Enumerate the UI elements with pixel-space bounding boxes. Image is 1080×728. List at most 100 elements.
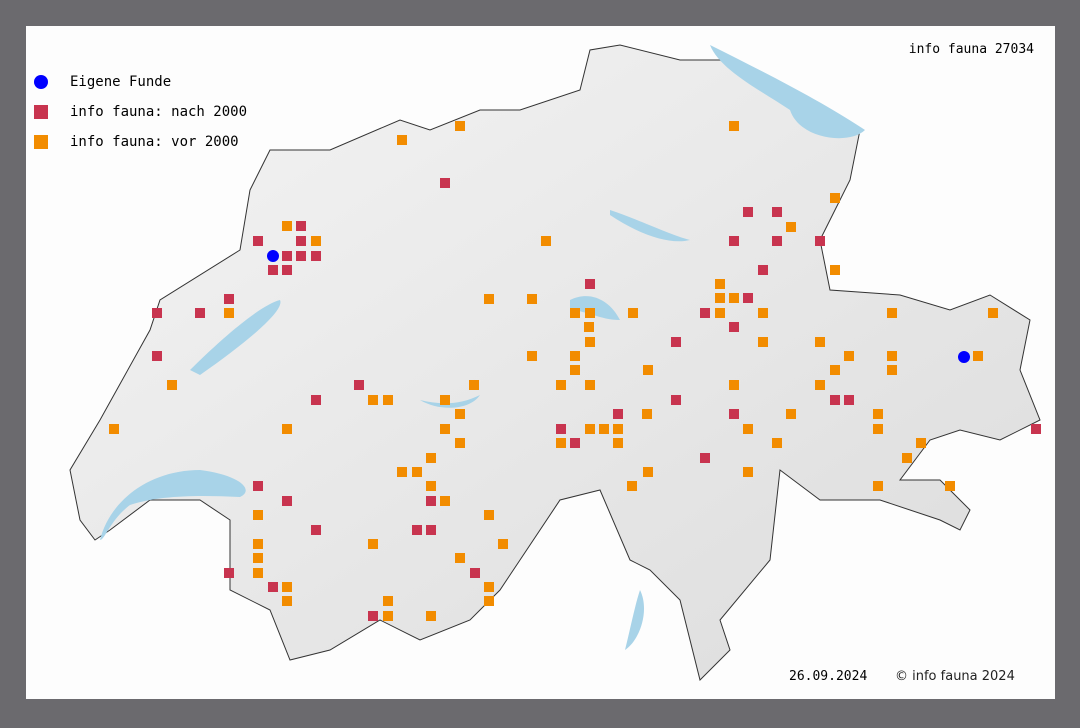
record-before-2000 [412,467,422,477]
lake-zurich [610,210,690,242]
legend-item-after-2000: info fauna: nach 2000 [34,104,247,120]
record-before-2000 [585,380,595,390]
record-before-2000 [613,424,623,434]
record-before-2000 [541,236,551,246]
record-before-2000 [743,424,753,434]
record-before-2000 [786,409,796,419]
legend-label: info fauna: nach 2000 [70,104,248,120]
record-after-2000 [224,294,234,304]
record-before-2000 [873,409,883,419]
record-before-2000 [902,453,912,463]
record-after-2000 [1031,424,1041,434]
record-before-2000 [815,337,825,347]
record-after-2000 [152,351,162,361]
record-before-2000 [455,438,465,448]
record-after-2000 [152,308,162,318]
record-before-2000 [484,582,494,592]
record-before-2000 [743,467,753,477]
lake-thun [420,395,480,408]
record-after-2000 [282,265,292,275]
orange-square-icon [34,135,48,149]
record-after-2000 [729,236,739,246]
record-before-2000 [469,380,479,390]
record-after-2000 [671,395,681,405]
legend-label: info fauna: vor 2000 [70,134,239,150]
record-after-2000 [743,293,753,303]
record-before-2000 [729,380,739,390]
own-record [267,250,279,262]
record-before-2000 [627,481,637,491]
record-before-2000 [815,380,825,390]
record-after-2000 [282,496,292,506]
record-after-2000 [282,251,292,261]
record-after-2000 [743,207,753,217]
record-after-2000 [585,279,595,289]
record-before-2000 [599,424,609,434]
record-before-2000 [556,438,566,448]
record-before-2000 [253,510,263,520]
record-before-2000 [109,424,119,434]
record-before-2000 [253,553,263,563]
record-after-2000 [815,236,825,246]
record-after-2000 [311,251,321,261]
record-after-2000 [412,525,422,535]
record-after-2000 [556,424,566,434]
record-before-2000 [397,135,407,145]
record-before-2000 [455,409,465,419]
record-before-2000 [455,553,465,563]
record-before-2000 [887,351,897,361]
lake-geneva [100,470,246,540]
record-before-2000 [383,611,393,621]
record-after-2000 [671,337,681,347]
red-square-icon [34,105,48,119]
record-before-2000 [715,279,725,289]
record-before-2000 [224,308,234,318]
record-after-2000 [700,453,710,463]
record-after-2000 [729,409,739,419]
own-record [958,351,970,363]
record-before-2000 [613,438,623,448]
record-before-2000 [426,481,436,491]
record-after-2000 [195,308,205,318]
record-before-2000 [426,453,436,463]
record-after-2000 [758,265,768,275]
record-after-2000 [570,438,580,448]
record-after-2000 [830,395,840,405]
legend-label: Eigene Funde [70,74,172,90]
record-before-2000 [570,308,580,318]
copyright: © info fauna 2024 [895,669,1015,684]
legend-item-before-2000: info fauna: vor 2000 [34,134,239,150]
record-before-2000 [873,424,883,434]
record-before-2000 [988,308,998,318]
record-before-2000 [282,221,292,231]
record-before-2000 [887,308,897,318]
record-before-2000 [282,596,292,606]
record-before-2000 [830,265,840,275]
record-before-2000 [642,409,652,419]
record-after-2000 [729,322,739,332]
record-before-2000 [830,365,840,375]
record-before-2000 [729,293,739,303]
record-before-2000 [570,365,580,375]
record-before-2000 [772,438,782,448]
record-before-2000 [729,121,739,131]
record-before-2000 [643,467,653,477]
record-after-2000 [368,611,378,621]
record-before-2000 [643,365,653,375]
record-after-2000 [296,236,306,246]
record-before-2000 [556,380,566,390]
record-before-2000 [584,322,594,332]
record-before-2000 [397,467,407,477]
record-before-2000 [484,294,494,304]
record-before-2000 [311,236,321,246]
record-after-2000 [844,395,854,405]
record-before-2000 [758,308,768,318]
record-before-2000 [585,424,595,434]
record-before-2000 [585,308,595,318]
record-before-2000 [167,380,177,390]
lake-constance [710,45,865,139]
record-before-2000 [253,539,263,549]
record-before-2000 [368,395,378,405]
record-before-2000 [585,337,595,347]
record-before-2000 [484,510,494,520]
